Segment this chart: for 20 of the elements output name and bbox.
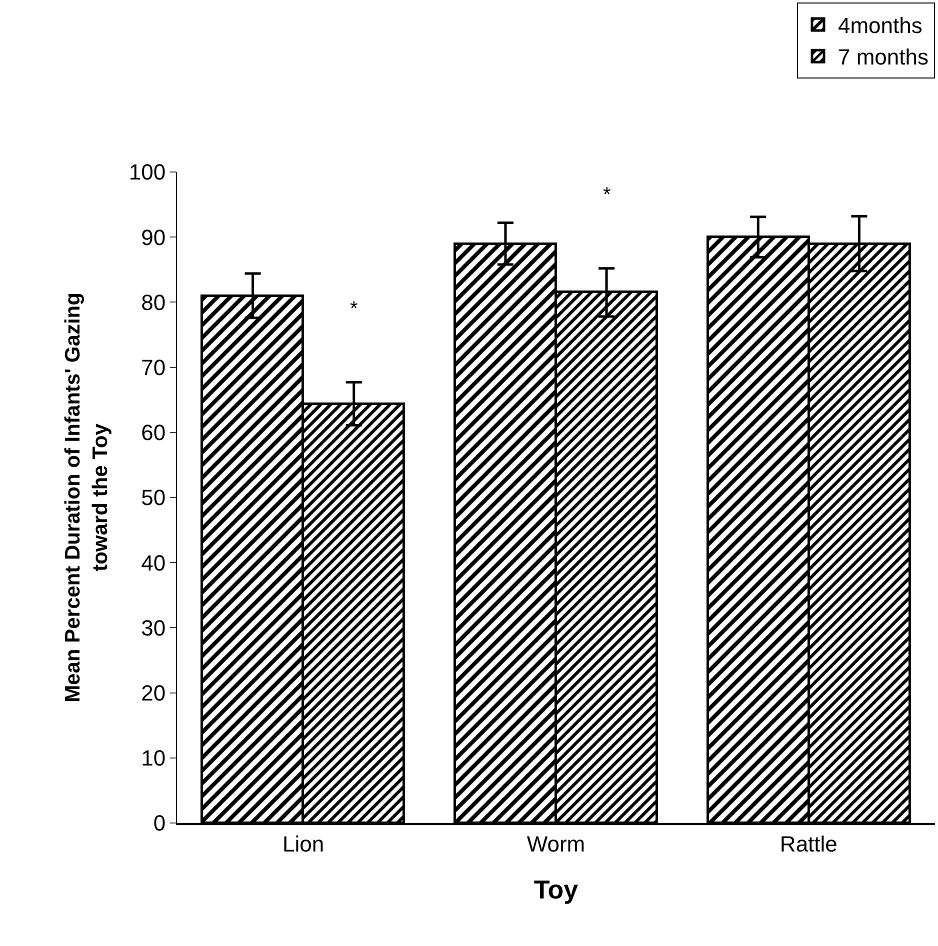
y-tick-label: 80 — [141, 290, 166, 315]
y-tick-label: 30 — [141, 615, 166, 640]
y-tick-label: 50 — [141, 485, 166, 510]
y-tick-label: 20 — [141, 680, 166, 706]
x-tick-label: Worm — [526, 831, 586, 856]
annotation: * — [350, 298, 358, 320]
annotation: * — [603, 184, 611, 206]
y-axis-title: Mean Percent Duration of Infants' Gazing toward the Toy — [62, 292, 112, 702]
y-tick-label: 70 — [141, 355, 166, 380]
y-tick-label: 60 — [141, 420, 166, 446]
x-tick-label: Lion — [282, 831, 324, 856]
y-tick-label: 100 — [128, 160, 166, 185]
x-axis-title: Toy — [534, 874, 579, 905]
text: 4months — [838, 13, 922, 38]
y-tick-label: 40 — [141, 550, 166, 576]
y-tick-label: 0 — [153, 810, 166, 836]
x-tick-label: Rattle — [780, 831, 838, 856]
y-tick-label: 90 — [141, 224, 166, 250]
y-tick-label: 10 — [141, 746, 166, 771]
text: 7 months — [838, 44, 928, 70]
